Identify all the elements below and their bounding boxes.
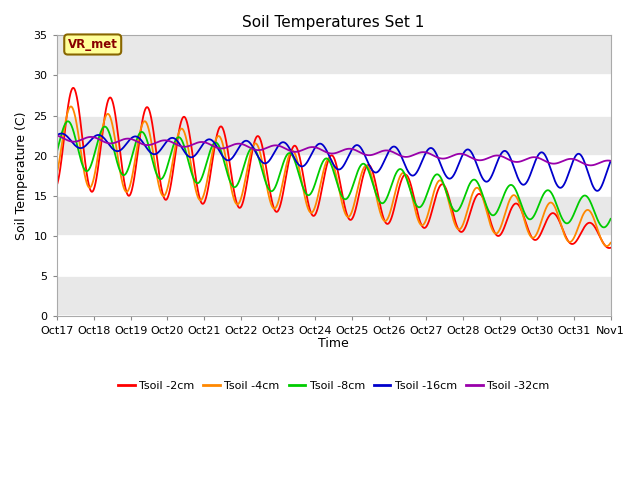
Bar: [57, 196, 611, 236]
Text: VR_met: VR_met: [68, 38, 118, 51]
Legend: Tsoil -2cm, Tsoil -4cm, Tsoil -8cm, Tsoil -16cm, Tsoil -32cm: Tsoil -2cm, Tsoil -4cm, Tsoil -8cm, Tsoi…: [114, 376, 554, 395]
Bar: [57, 156, 611, 196]
Bar: [57, 75, 611, 116]
Bar: [57, 276, 611, 316]
Y-axis label: Soil Temperature (C): Soil Temperature (C): [15, 112, 28, 240]
Bar: [57, 116, 611, 156]
Title: Soil Temperatures Set 1: Soil Temperatures Set 1: [243, 15, 425, 30]
X-axis label: Time: Time: [318, 337, 349, 350]
Bar: [57, 36, 611, 75]
Bar: [57, 236, 611, 276]
